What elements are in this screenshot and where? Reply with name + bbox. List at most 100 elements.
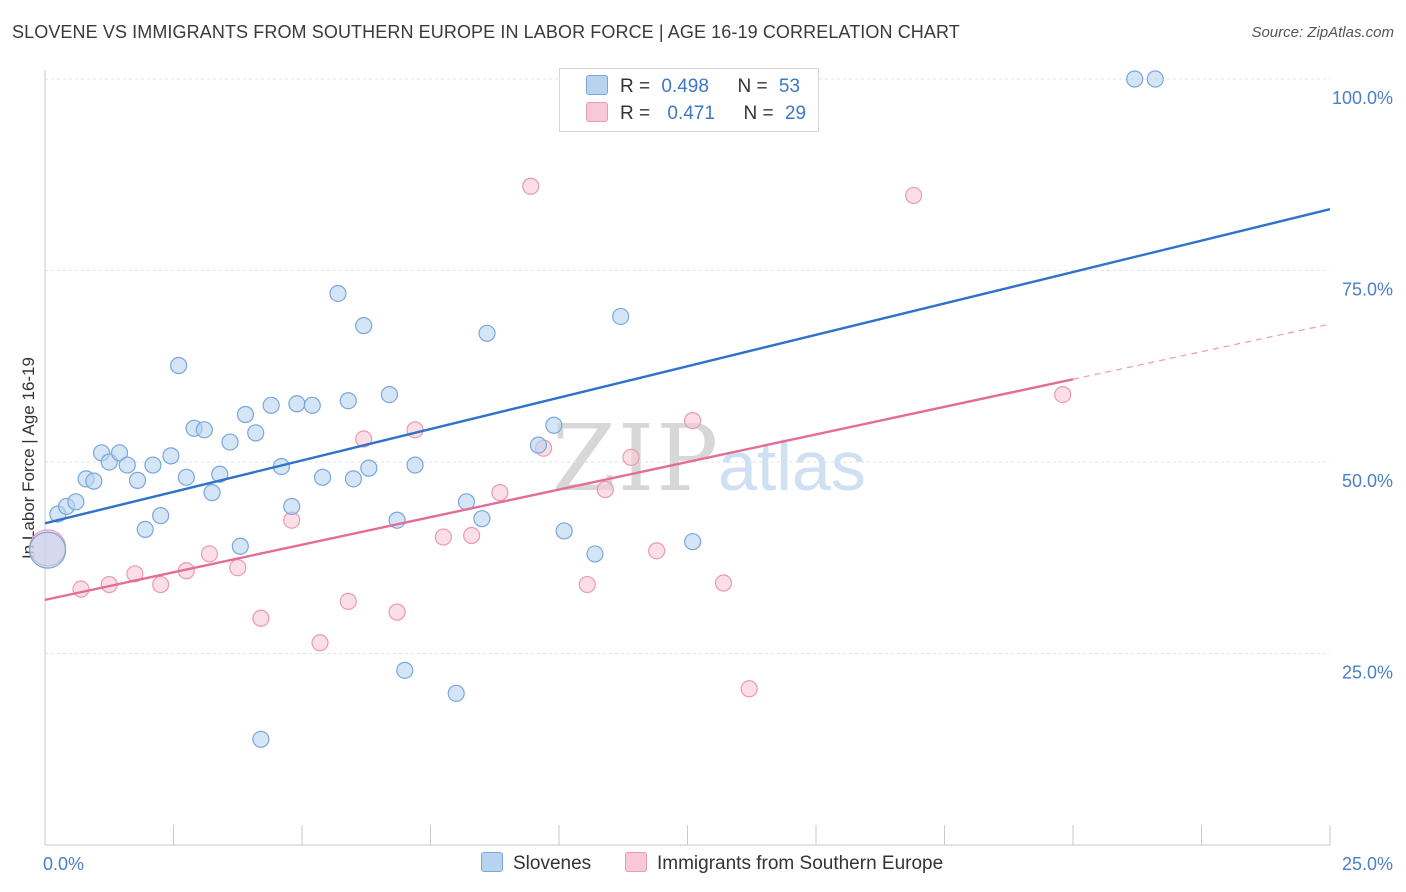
point-slovenes <box>67 493 85 511</box>
y-tick-label: 50.0% <box>1342 471 1393 491</box>
x-tick-label: 0.0% <box>43 854 84 874</box>
point-immigrants <box>596 480 614 499</box>
point-slovenes <box>144 456 162 474</box>
point-immigrants <box>355 430 373 448</box>
legend-n-value-slovenes: 53 <box>778 76 801 97</box>
legend-n-label: N = <box>743 103 774 124</box>
point-slovenes <box>555 522 573 540</box>
point-slovenes <box>247 424 265 442</box>
point-slovenes <box>118 456 136 474</box>
point-slovenes <box>236 405 255 424</box>
trend-lines <box>44 208 1331 602</box>
point-immigrants <box>200 545 219 563</box>
point-slovenes <box>1146 70 1164 88</box>
legend-swatch-immigrants <box>586 102 608 122</box>
point-slovenes <box>303 396 321 414</box>
stats-legend: R = 0.498 N = 53 R = 0.471 N = 29 <box>559 68 819 132</box>
source-credit: Source: ZipAtlas.com <box>1251 24 1394 41</box>
point-immigrants <box>339 592 357 611</box>
legend-r-value-immigrants: 0.471 <box>667 103 715 124</box>
point-immigrants <box>463 526 481 545</box>
point-slovenes <box>478 324 496 342</box>
point-immigrants <box>622 448 640 467</box>
legend-label-slovenes: Slovenes <box>513 853 592 874</box>
legend-swatch-immigrants <box>625 852 647 872</box>
point-slovenes <box>545 416 563 434</box>
legend-swatch-slovenes <box>586 75 608 95</box>
y-axis-tick-labels: 25.0% 50.0% 75.0% 100.0% <box>1332 88 1393 683</box>
y-tick-label: 25.0% <box>1342 663 1393 683</box>
point-slovenes <box>211 465 229 483</box>
point-slovenes <box>339 392 357 410</box>
trend-line-immigrants-extension <box>1072 323 1331 380</box>
point-slovenes <box>684 533 702 551</box>
point-immigrants <box>252 609 270 627</box>
point-slovenes <box>360 459 378 477</box>
point-slovenes <box>162 447 180 465</box>
x-axis-tick-labels: 0.0% 25.0% <box>43 854 1393 874</box>
point-slovenes <box>231 537 249 555</box>
legend-swatch-slovenes <box>481 852 503 872</box>
point-slovenes <box>355 317 373 335</box>
point-immigrants <box>72 580 90 598</box>
point-slovenes <box>136 520 154 539</box>
point-slovenes <box>128 471 147 489</box>
point-slovenes <box>473 510 491 528</box>
point-slovenes <box>262 396 280 414</box>
point-slovenes <box>283 497 301 516</box>
trend-line-immigrants <box>44 378 1074 602</box>
legend-r-label: R = <box>620 103 651 124</box>
legend-n-label: N = <box>737 76 768 97</box>
x-axis-ticks <box>44 825 1331 845</box>
point-slovenes <box>152 507 170 525</box>
legend-n-value-immigrants: 29 <box>784 103 807 124</box>
point-immigrants <box>578 575 596 594</box>
point-slovenes <box>612 307 630 326</box>
point-slovenes <box>313 468 332 486</box>
point-slovenes <box>586 545 604 563</box>
point-immigrants <box>1054 385 1072 404</box>
legend-item-slovenes[interactable]: Slovenes <box>481 852 591 875</box>
point-immigrants <box>740 680 758 698</box>
point-slovenes <box>110 444 129 462</box>
point-slovenes <box>195 421 213 439</box>
point-immigrants <box>648 542 666 560</box>
point-slovenes <box>447 684 465 702</box>
point-slovenes <box>344 470 362 488</box>
point-immigrants <box>714 574 733 592</box>
point-immigrants <box>522 177 540 195</box>
trend-line-slovenes <box>44 208 1331 525</box>
legend-item-immigrants[interactable]: Immigrants from Southern Europe <box>625 852 943 875</box>
point-slovenes <box>1126 70 1144 88</box>
legend-r-label: R = <box>620 76 651 97</box>
point-slovenes <box>203 484 221 502</box>
point-immigrants <box>311 634 329 652</box>
point-slovenes <box>529 436 548 454</box>
x-tick-label: 25.0% <box>1342 854 1393 874</box>
point-slovenes <box>170 356 188 375</box>
point-immigrants <box>684 412 702 430</box>
point-immigrants <box>388 603 406 621</box>
chart-title: SLOVENE VS IMMIGRANTS FROM SOUTHERN EURO… <box>12 22 960 42</box>
point-slovenes <box>221 433 239 451</box>
legend-row-immigrants: R = 0.471 N = 29 <box>586 102 806 126</box>
y-tick-label: 75.0% <box>1342 280 1393 300</box>
point-slovenes <box>85 472 103 490</box>
legend-r-value-slovenes: 0.498 <box>661 76 709 97</box>
point-slovenes <box>28 531 67 569</box>
point-immigrants <box>152 575 170 594</box>
point-slovenes <box>406 456 424 474</box>
y-axis-label: In Labor Force | Age 16-19 <box>19 357 38 559</box>
point-slovenes <box>329 284 347 303</box>
scatter-points <box>28 70 1164 748</box>
legend-label-immigrants: Immigrants from Southern Europe <box>657 853 944 874</box>
point-immigrants <box>905 186 923 205</box>
point-immigrants <box>491 484 509 502</box>
point-immigrants <box>434 528 452 546</box>
point-slovenes <box>177 468 195 486</box>
point-slovenes <box>252 730 270 748</box>
y-tick-label: 100.0% <box>1332 88 1393 108</box>
point-immigrants <box>229 559 247 577</box>
series-legend: Slovenes Immigrants from Southern Europe <box>0 852 1406 878</box>
point-slovenes <box>380 385 398 404</box>
